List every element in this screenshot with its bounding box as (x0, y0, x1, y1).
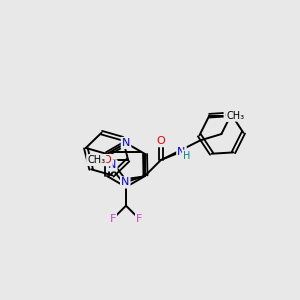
Text: O: O (225, 111, 233, 121)
Text: N: N (108, 160, 116, 170)
Text: N: N (122, 138, 130, 148)
Text: O: O (103, 155, 112, 165)
Text: N: N (121, 177, 129, 188)
Text: O: O (157, 136, 165, 146)
Text: H: H (183, 151, 190, 161)
Text: CH₃: CH₃ (87, 155, 105, 165)
Text: F: F (110, 214, 116, 224)
Text: F: F (136, 214, 142, 224)
Text: N: N (177, 147, 186, 157)
Text: CH₃: CH₃ (226, 111, 245, 121)
